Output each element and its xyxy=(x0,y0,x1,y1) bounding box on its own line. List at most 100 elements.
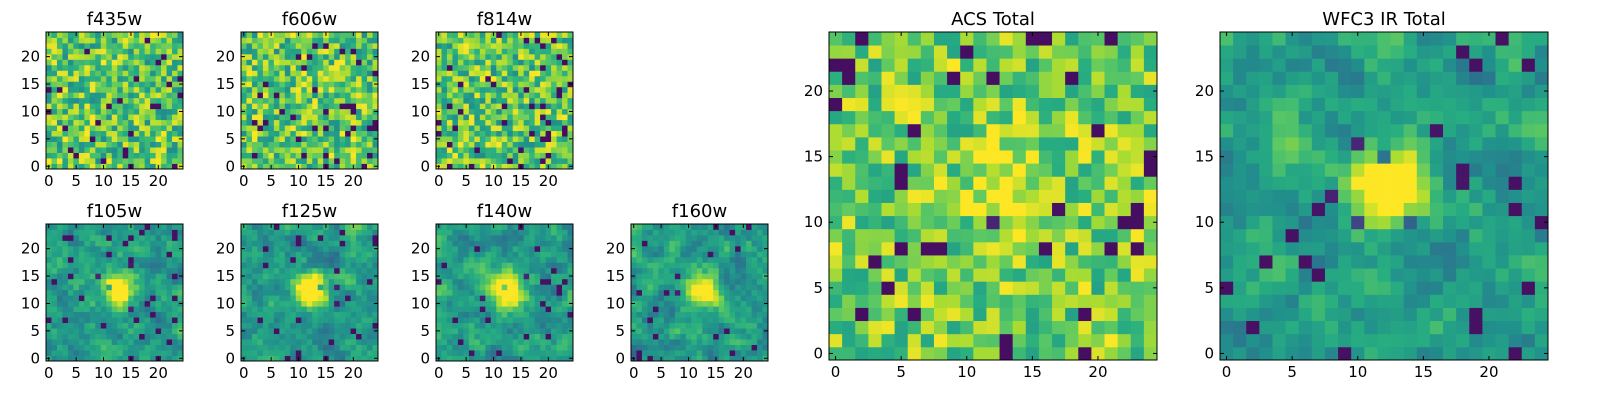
heatmap-cell xyxy=(117,163,124,170)
heatmap-cell xyxy=(551,81,557,88)
heatmap-cell xyxy=(631,344,637,351)
heatmap-cell xyxy=(246,295,253,302)
heatmap-cell xyxy=(567,152,574,159)
heatmap-cell xyxy=(111,289,118,296)
heatmap-cell xyxy=(262,141,269,148)
heatmap-cell xyxy=(372,229,379,236)
heatmap-cell xyxy=(117,103,124,110)
heatmap-cell xyxy=(556,322,563,329)
heatmap-cell xyxy=(468,245,475,252)
heatmap-cell xyxy=(751,322,758,329)
heatmap-cell xyxy=(133,42,140,49)
heatmap-cell xyxy=(100,53,107,60)
heatmap-cell xyxy=(51,311,58,318)
heatmap-cell xyxy=(100,125,107,132)
heatmap-cell xyxy=(106,53,113,60)
heatmap-cell xyxy=(46,350,52,356)
heatmap-cell xyxy=(73,48,80,55)
heatmap-cell xyxy=(328,108,335,115)
heatmap-cell xyxy=(144,158,151,164)
heatmap-cell xyxy=(463,251,470,258)
heatmap-cell xyxy=(111,81,118,88)
heatmap-cell xyxy=(350,284,357,291)
heatmap-cell xyxy=(350,295,357,302)
heatmap-cell xyxy=(724,245,731,252)
heatmap-cell xyxy=(111,306,118,313)
heatmap-cell xyxy=(674,245,681,252)
heatmap-cell xyxy=(507,328,514,334)
heatmap-cell xyxy=(1052,307,1066,322)
heatmap-cell xyxy=(67,141,74,148)
heatmap-cell xyxy=(78,114,85,121)
heatmap-cell xyxy=(89,108,96,115)
heatmap-cell xyxy=(166,251,173,258)
heatmap-cell xyxy=(312,48,319,55)
heatmap-cell xyxy=(334,284,341,291)
heatmap-cell xyxy=(523,278,530,285)
heatmap-cell xyxy=(306,114,313,121)
heatmap-cell xyxy=(273,103,280,110)
heatmap-cell xyxy=(529,147,536,153)
heatmap-cell xyxy=(562,32,568,38)
heatmap-cell xyxy=(947,228,961,243)
heatmap-cell xyxy=(696,355,703,362)
heatmap-cell xyxy=(652,229,659,236)
heatmap-cell xyxy=(284,141,291,148)
heatmap-cell xyxy=(556,251,563,258)
heatmap-cell xyxy=(106,278,113,285)
heatmap-cell xyxy=(251,86,258,93)
heatmap-cell xyxy=(855,163,869,177)
heatmap-cell xyxy=(367,81,373,88)
heatmap-cell xyxy=(334,295,341,302)
heatmap-cell xyxy=(631,289,637,296)
heatmap-cell xyxy=(757,234,763,241)
heatmap-cell xyxy=(556,32,563,38)
heatmap-cell xyxy=(317,158,324,164)
heatmap-cell xyxy=(367,273,373,280)
heatmap-cell xyxy=(328,317,335,324)
heatmap-cell xyxy=(479,317,486,324)
heatmap-cell xyxy=(1025,268,1040,282)
heatmap-cell xyxy=(144,306,151,313)
heatmap-cell xyxy=(345,333,351,340)
heatmap-cell xyxy=(279,224,286,230)
heatmap-cell xyxy=(106,92,113,99)
heatmap-cell xyxy=(139,53,146,60)
heatmap-cell xyxy=(361,278,368,285)
heatmap-cell xyxy=(317,339,324,345)
heatmap-cell xyxy=(290,97,297,104)
heatmap-cell xyxy=(641,328,648,334)
heatmap-cell xyxy=(268,147,275,153)
heatmap-cell xyxy=(56,295,63,302)
heatmap-cell xyxy=(540,86,546,93)
heatmap-cell xyxy=(290,141,297,148)
heatmap-cell xyxy=(161,86,167,93)
heatmap-cell xyxy=(545,130,552,137)
heatmap-cell xyxy=(51,130,58,137)
heatmap-cell xyxy=(881,320,895,335)
heatmap-cell xyxy=(691,245,698,252)
heatmap-cell xyxy=(251,147,258,153)
heatmap-cell xyxy=(262,42,269,49)
heatmap-cell xyxy=(122,48,129,55)
heatmap-cell xyxy=(356,333,362,340)
heatmap-cell xyxy=(89,158,96,164)
heatmap-cell xyxy=(262,300,269,307)
heatmap-cell xyxy=(468,92,475,99)
heatmap-cell xyxy=(345,136,351,142)
heatmap-cell xyxy=(485,355,492,362)
heatmap-cell xyxy=(166,53,173,60)
heatmap-cell xyxy=(562,224,568,230)
heatmap-cell xyxy=(106,300,113,307)
heatmap-cell xyxy=(485,328,492,334)
heatmap-cell xyxy=(907,202,922,217)
heatmap-cell xyxy=(262,245,269,252)
heatmap-cell xyxy=(306,355,313,362)
heatmap-cell xyxy=(457,48,464,55)
heatmap-cell xyxy=(117,344,124,351)
heatmap-cell xyxy=(556,141,563,148)
heatmap-cell xyxy=(702,224,709,230)
heatmap-cell xyxy=(323,322,330,329)
heatmap-cell xyxy=(367,289,373,296)
heatmap-cell xyxy=(1065,163,1079,177)
